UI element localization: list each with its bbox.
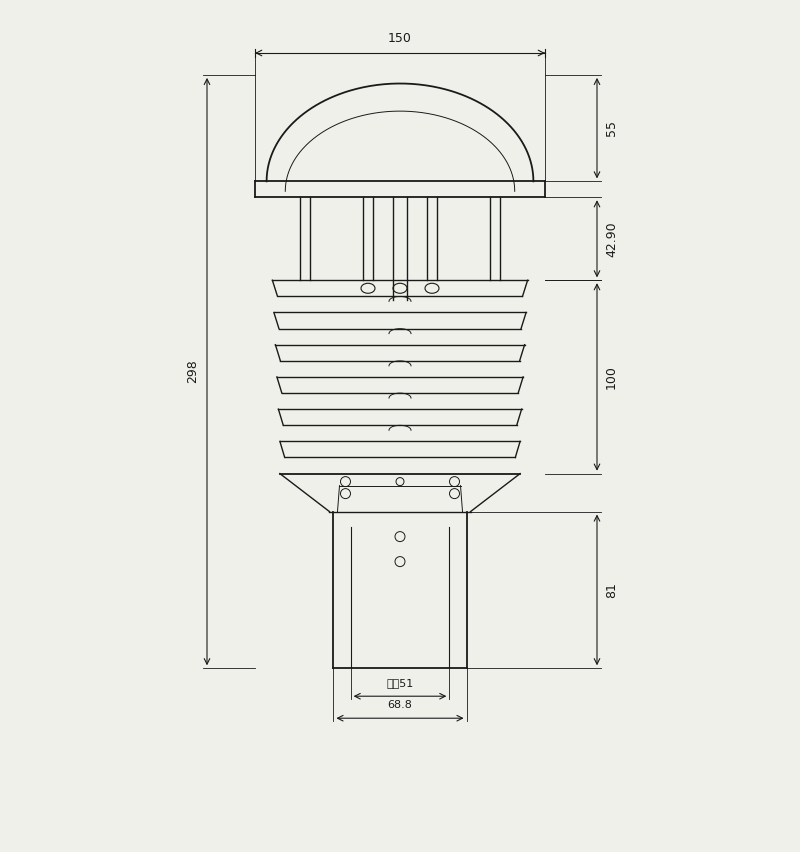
Text: 100: 100 [605, 365, 618, 389]
Text: 150: 150 [388, 32, 412, 45]
Text: 298: 298 [186, 360, 199, 383]
Text: 55: 55 [605, 120, 618, 136]
Text: 81: 81 [605, 582, 618, 598]
Text: 42.90: 42.90 [605, 221, 618, 256]
Text: 内径51: 内径51 [386, 678, 414, 688]
Text: 68.8: 68.8 [387, 700, 413, 711]
